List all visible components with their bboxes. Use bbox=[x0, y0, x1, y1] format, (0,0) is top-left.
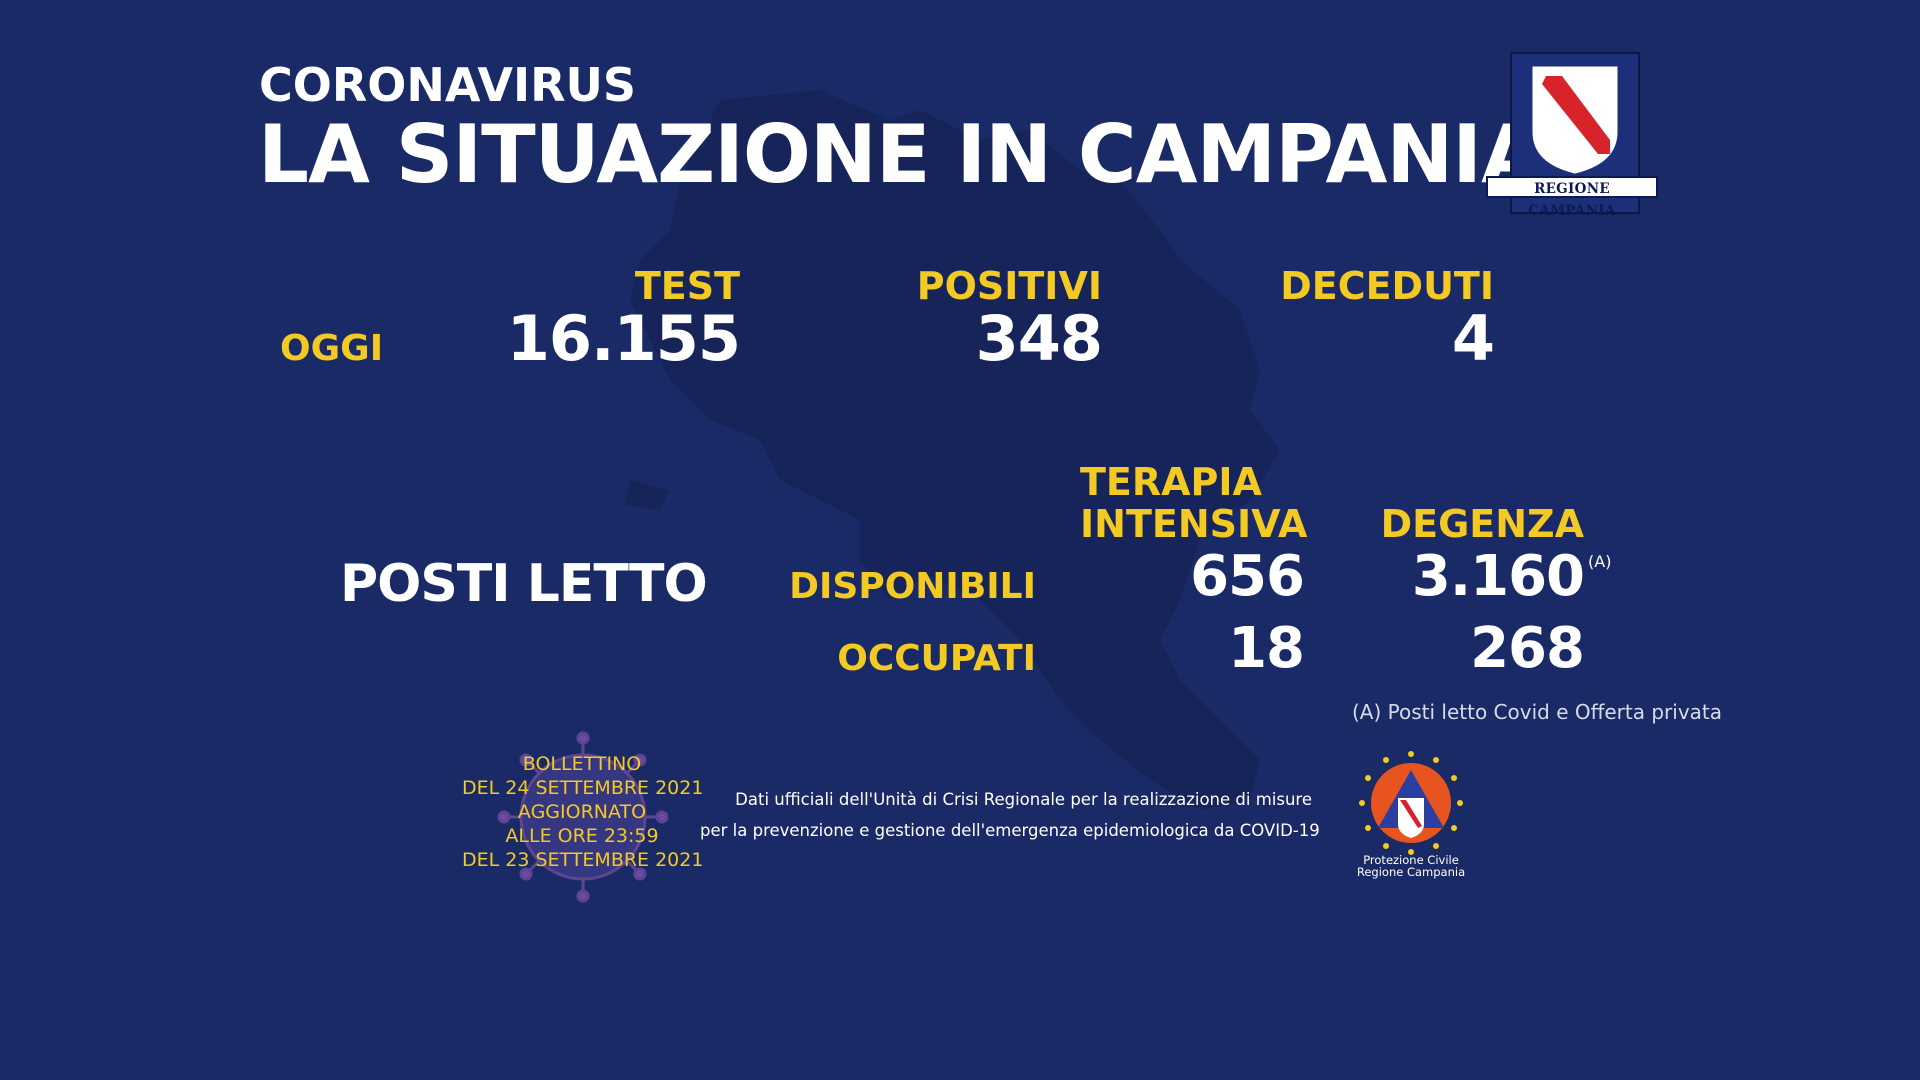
source-line-2: per la prevenzione e gestione dell'emerg… bbox=[700, 821, 1320, 840]
bulletin-line-5: DEL 23 SETTEMBRE 2021 bbox=[462, 849, 704, 871]
protezione-civile-logo-icon bbox=[1359, 751, 1463, 855]
oggi-label: OGGI bbox=[280, 328, 384, 369]
terapia-intensiva-label-line2: INTENSIVA bbox=[1080, 502, 1308, 546]
degenza-occupati-value: 268 bbox=[1470, 616, 1585, 681]
protezione-civile-line-2: Regione Campania bbox=[1356, 865, 1466, 879]
terapia-intensiva-label-line1: TERAPIA bbox=[1080, 460, 1262, 504]
virus-icon bbox=[497, 731, 669, 903]
bulletin-line-3: AGGIORNATO bbox=[517, 801, 647, 823]
posti-letto-label: POSTI LETTO bbox=[340, 554, 708, 614]
ti-disponibili-value: 656 bbox=[1190, 544, 1305, 609]
deceduti-label: DECEDUTI bbox=[1280, 264, 1494, 308]
deceduti-value: 4 bbox=[1451, 302, 1495, 375]
kicker-title: CORONAVIRUS bbox=[259, 58, 636, 112]
test-value: 16.155 bbox=[506, 302, 741, 375]
bulletin-line-2: DEL 24 SETTEMBRE 2021 bbox=[462, 777, 704, 799]
degenza-label: DEGENZA bbox=[1380, 502, 1584, 546]
page-title: LA SITUAZIONE IN CAMPANIA bbox=[258, 108, 1543, 201]
ti-occupati-value: 18 bbox=[1228, 616, 1305, 681]
occupati-label: OCCUPATI bbox=[837, 638, 1036, 679]
campania-map-silhouette bbox=[625, 90, 1280, 810]
protezione-civile-line-1: Protezione Civile bbox=[1363, 853, 1459, 867]
test-label: TEST bbox=[634, 264, 740, 308]
source-note: Dati ufficiali dell'Unità di Crisi Regio… bbox=[700, 784, 1320, 846]
disponibili-label: DISPONIBILI bbox=[789, 566, 1036, 607]
positivi-value: 348 bbox=[975, 302, 1103, 375]
positivi-label: POSITIVI bbox=[916, 264, 1102, 308]
bulletin-line-1: BOLLETTINO bbox=[522, 753, 642, 775]
footnote-text: (A) Posti letto Covid e Offerta privata bbox=[1352, 700, 1723, 724]
degenza-disponibili-value: 3.160 bbox=[1411, 544, 1585, 609]
footnote-marker: (A) bbox=[1588, 552, 1612, 571]
bulletin-line-4: ALLE ORE 23:59 bbox=[505, 825, 659, 847]
coat-of-arms-icon bbox=[1532, 66, 1618, 174]
bulletin-text: BOLLETTINO DEL 24 SETTEMBRE 2021 AGGIORN… bbox=[462, 752, 704, 872]
protezione-civile-caption: Protezione Civile Regione Campania bbox=[1346, 854, 1476, 878]
regione-campania-label: REGIONE CAMPANIA bbox=[1486, 176, 1658, 219]
source-line-1: Dati ufficiali dell'Unità di Crisi Regio… bbox=[735, 790, 1312, 809]
